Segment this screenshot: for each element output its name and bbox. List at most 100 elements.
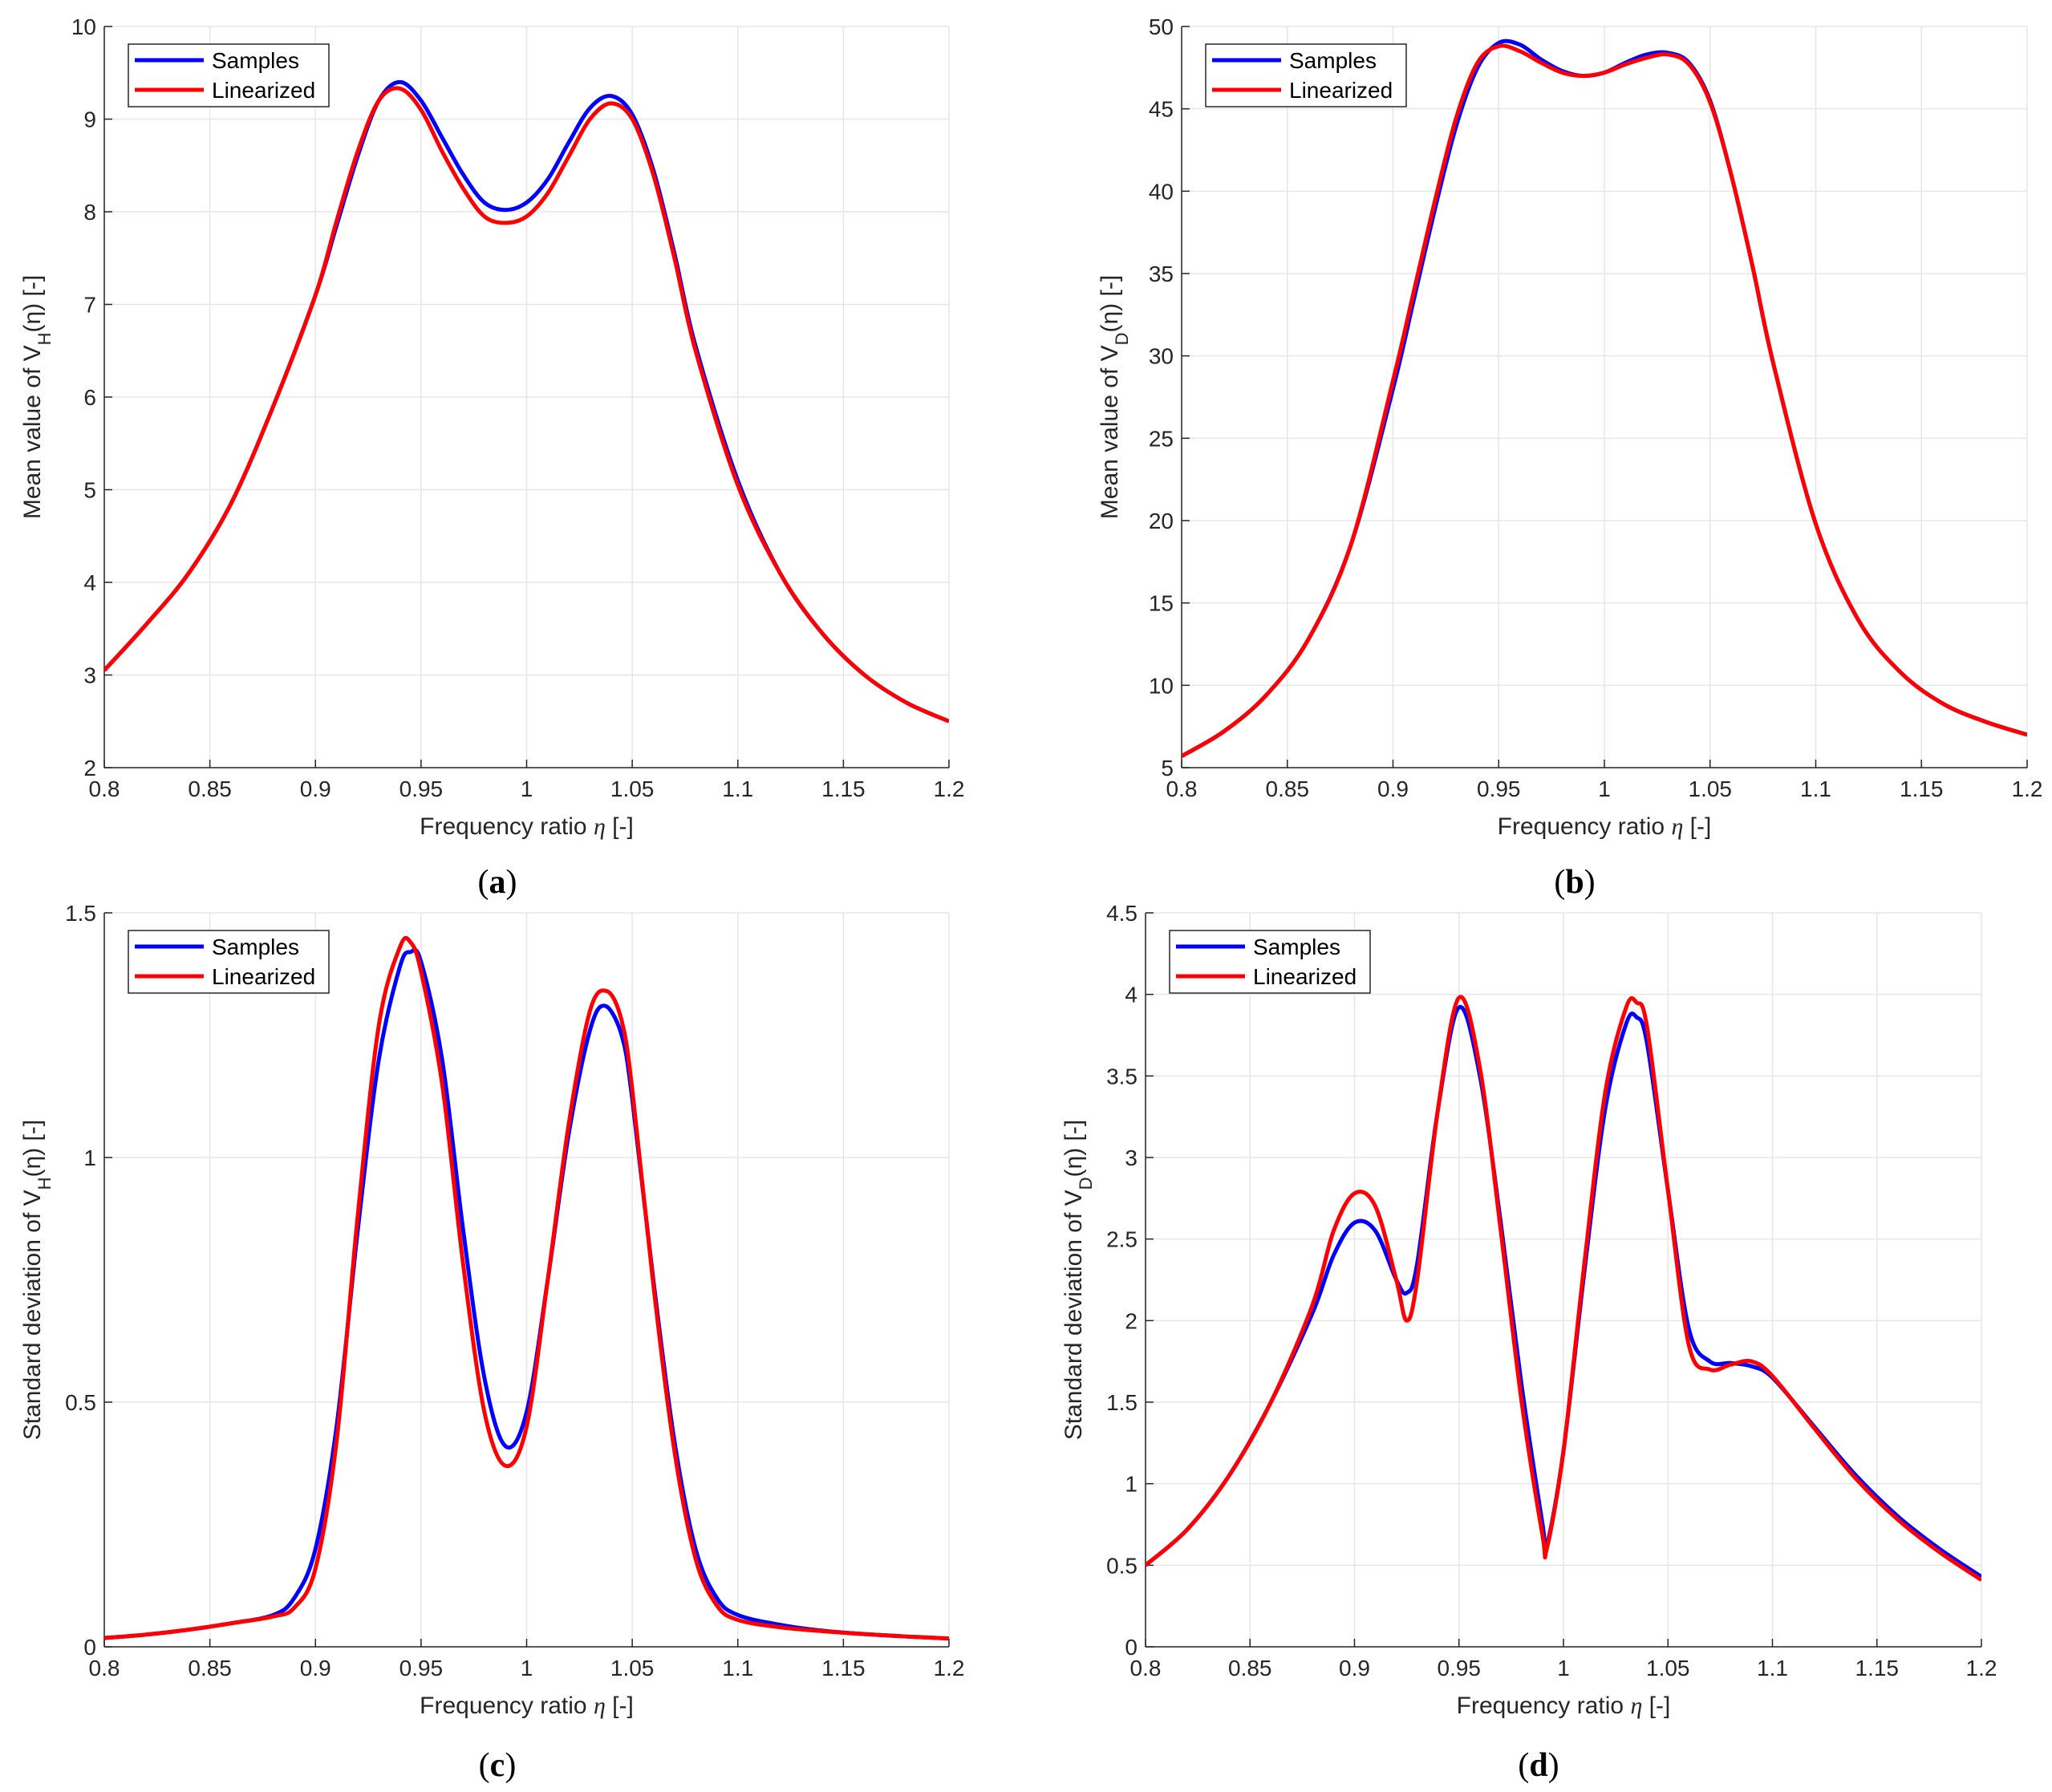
x-tick-label: 0.9 [300,1656,331,1681]
legend-box [128,43,330,107]
x-tick-label: 1.05 [610,776,655,801]
y-tick-label: 1 [1125,1472,1138,1497]
panel-caption: (b) [1554,864,1595,901]
y-tick-label: 25 [1149,426,1174,451]
x-tick-label: 1 [1598,776,1611,801]
y-tick-label: 5 [1161,756,1174,780]
x-tick-label: 0.95 [399,776,444,801]
legend: Samples Linearized [1205,43,1407,107]
y-tick-label: 1.5 [1106,1390,1138,1415]
x-tick-label: 0.95 [399,1656,444,1681]
legend-box [1169,930,1371,994]
x-tick-label: 1.05 [1689,776,1733,801]
x-axis-label: Frequency ratio η [-] [420,1693,634,1719]
y-tick-label: 20 [1149,509,1174,533]
y-tick-label: 1 [83,1145,96,1170]
panel-caption: (d) [1518,1747,1559,1784]
x-tick-label: 0.85 [188,1656,232,1681]
legend-label-linearized: Linearized [1289,78,1393,103]
series-line-linearized [104,935,949,1641]
y-tick-label: 10 [1149,673,1174,698]
chart-panel-a: 0.8 0.85 0.9 0.95 1 1.05 1.1 1.15 1.2 2 3 4 5 6 7 8 9 10 F… [19,14,964,901]
y-tick-label: 4 [83,570,96,595]
y-tick-label: 6 [83,385,96,410]
y-tick-label: 30 [1149,344,1174,369]
y-tick-label: 3 [83,663,96,688]
x-tick-label: 0.8 [89,1656,120,1681]
y-tick-label: 7 [83,293,96,318]
y-tick-label: 1.5 [65,901,96,926]
x-tick-label: 1 [521,1656,533,1681]
y-tick-label: 40 [1149,179,1174,204]
chart-panel-d: 0.8 0.85 0.9 0.95 1 1.05 1.1 1.15 1.2 0 0.5 1 1.5 2 2.… [1060,901,1997,1784]
x-tick-label: 0.95 [1438,1656,1482,1681]
x-tick-label: 1.2 [1966,1656,1997,1681]
x-tick-label: 1.15 [1855,1656,1900,1681]
x-tick-label: 1.05 [610,1656,655,1681]
x-tick-label: 1.05 [1646,1656,1690,1681]
y-tick-label: 4.5 [1106,901,1138,926]
x-tick-label: 0.9 [1377,776,1409,801]
panel-caption: (a) [478,864,517,901]
y-tick-label: 3.5 [1106,1064,1138,1089]
x-tick-label: 0.9 [300,776,331,801]
legend-label-linearized: Linearized [212,78,315,103]
y-tick-label: 0.5 [65,1390,96,1415]
x-tick-label: 1.15 [821,1656,866,1681]
legend-label-samples: Samples [212,48,299,73]
legend-label-linearized: Linearized [1253,964,1357,989]
legend-label-samples: Samples [212,935,299,959]
y-axis-label: Standard deviation of VH(η) [-] [19,1120,55,1440]
x-tick-label: 0.95 [1477,776,1521,801]
x-tick-label: 0.85 [1266,776,1310,801]
x-tick-label: 1.1 [1757,1656,1788,1681]
x-tick-label: 0.8 [89,776,120,801]
x-tick-label: 0.85 [188,776,232,801]
y-tick-label: 2.5 [1106,1227,1138,1252]
x-tick-label: 1 [521,776,533,801]
x-tick-label: 0.8 [1130,1656,1162,1681]
chart-panel-c: 0.8 0.85 0.9 0.95 1 1.05 1.1 1.15 1.2 0 0.5 1 1.5 Fre… [19,901,964,1784]
legend: Samples Linearized [1169,930,1371,994]
y-axis-label: Mean value of VD(η) [-] [1097,275,1132,519]
y-tick-label: 2 [83,756,96,780]
x-tick-label: 0.9 [1339,1656,1370,1681]
x-tick-label: 1.2 [934,1656,965,1681]
x-axis-label: Frequency ratio η [-] [420,813,634,840]
legend: Samples Linearized [128,43,330,107]
y-tick-label: 4 [1125,983,1138,1007]
legend-label-samples: Samples [1289,48,1377,73]
y-tick-label: 0 [83,1635,96,1660]
x-tick-label: 1.2 [2012,776,2043,801]
x-tick-label: 1 [1557,1656,1570,1681]
y-axis-label: Standard deviation of VD(η) [-] [1060,1120,1096,1440]
y-tick-label: 35 [1149,262,1174,286]
y-tick-label: 2 [1125,1308,1138,1333]
y-tick-label: 50 [1149,14,1174,39]
legend-label-samples: Samples [1253,935,1340,959]
series-line-linearized [104,86,949,724]
y-tick-label: 0 [1125,1635,1138,1660]
x-tick-label: 0.8 [1166,776,1198,801]
y-axis-label: Mean value of VH(η) [-] [19,275,55,519]
x-tick-label: 1.1 [722,776,753,801]
chart-panel-b: 0.8 0.85 0.9 0.95 1 1.05 1.1 1.15 1.2 5 10 15 20 25 30… [1097,14,2042,901]
y-tick-label: 0.5 [1106,1553,1138,1578]
legend-label-linearized: Linearized [212,964,315,989]
y-tick-label: 10 [71,14,96,39]
x-axis-label: Frequency ratio η [-] [1457,1693,1671,1719]
y-tick-label: 45 [1149,97,1174,122]
y-tick-label: 15 [1149,591,1174,616]
x-tick-label: 1.1 [722,1656,753,1681]
x-tick-label: 1.2 [934,776,965,801]
y-tick-label: 3 [1125,1145,1138,1170]
x-tick-label: 1.15 [821,776,866,801]
x-tick-label: 1.15 [1900,776,1944,801]
series-line-linearized [1146,995,1981,1582]
y-tick-label: 9 [83,107,96,132]
series-line-linearized [1182,43,2027,758]
legend: Samples Linearized [128,930,330,994]
legend-box [128,930,330,994]
y-tick-label: 5 [83,478,96,503]
